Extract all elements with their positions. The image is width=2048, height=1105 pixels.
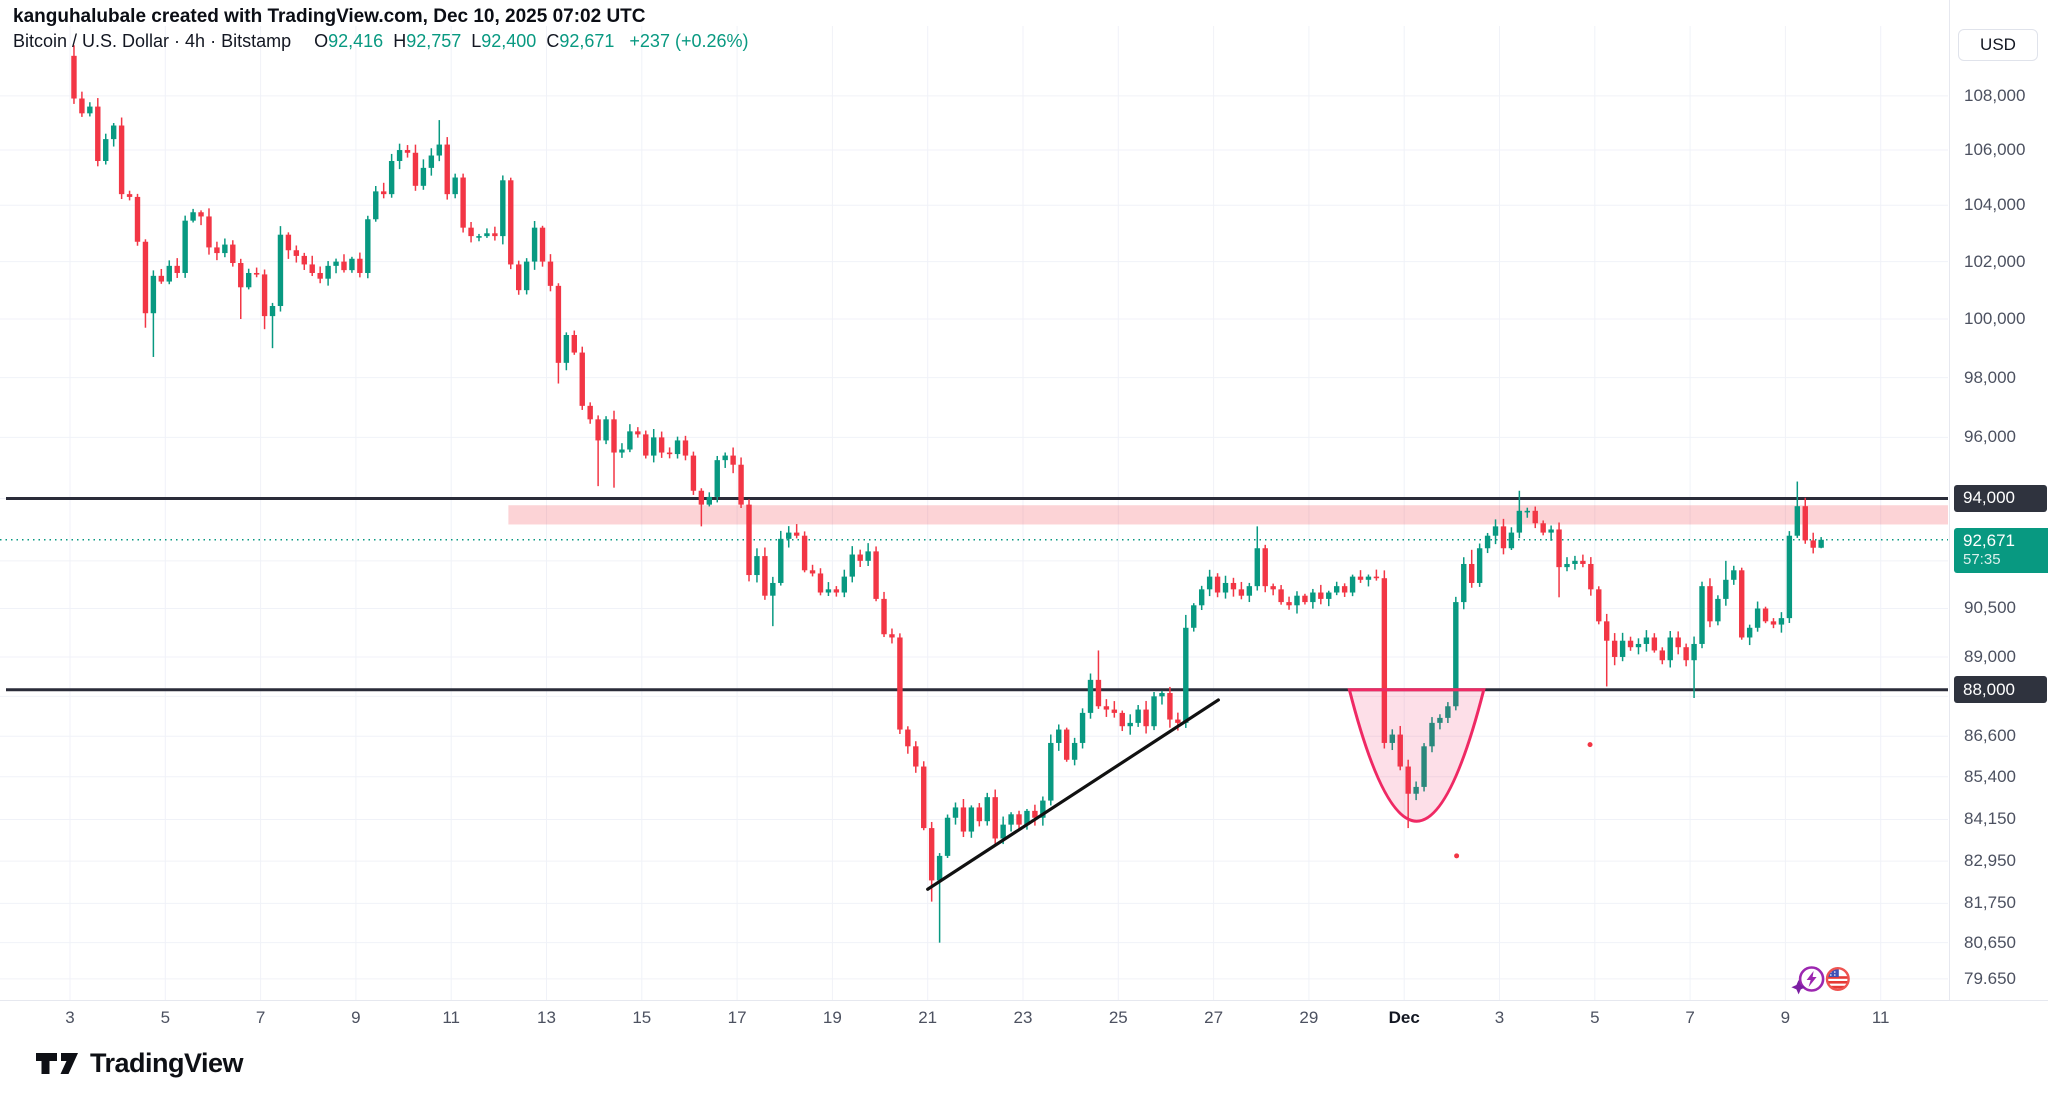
time-axis-label: 5	[160, 1008, 171, 1027]
price-axis-label: 84,150	[1964, 809, 2016, 829]
time-axis-label: 15	[632, 1008, 652, 1027]
snapshot-title: kanguhalubale created with TradingView.c…	[13, 6, 646, 27]
ascending-trendline[interactable]	[926, 698, 1220, 891]
tradingview-logo[interactable]: TradingView	[36, 1048, 244, 1079]
price-axis-label: 82,950	[1964, 851, 2016, 871]
ohlc-values: O92,416 H92,757 L92,400 C92,671	[304, 31, 614, 51]
candles-layer	[71, 45, 1824, 943]
time-axis-label: 19	[822, 1008, 842, 1027]
price-axis-label: 85,400	[1964, 766, 2016, 786]
price-change: +237 (+0.26%)	[629, 31, 749, 51]
tradingview-logo-text: TradingView	[90, 1048, 244, 1078]
time-axis-label: 29	[1299, 1008, 1319, 1027]
time-axis-label: 23	[1013, 1008, 1033, 1027]
price-axis-label: 98,000	[1964, 367, 2016, 387]
level-price-badge: 94,000	[1954, 484, 2047, 512]
ohlc-value-c: 92,671	[559, 31, 615, 51]
price-axis-label: 100,000	[1964, 309, 2026, 329]
ohlc-label-h: H	[393, 31, 407, 51]
price-axis-label: 79.650	[1964, 968, 2016, 988]
rounded-bottom-cup-drawing[interactable]	[1347, 688, 1486, 823]
supply-zone-rectangle[interactable]	[508, 505, 1948, 525]
price-axis-label: 104,000	[1964, 195, 2026, 215]
tradingview-logo-icon	[36, 1052, 78, 1074]
symbol-title[interactable]: Bitcoin / U.S. Dollar · 4h · Bitstamp	[13, 31, 292, 51]
time-axis-label: 3	[65, 1008, 75, 1027]
ohlc-value-o: 92,416	[328, 31, 384, 51]
level-price-badge: 88,000	[1954, 676, 2047, 704]
time-axis-label: 25	[1108, 1008, 1128, 1027]
time-axis-label: 11	[442, 1008, 461, 1027]
time-axis-label: 17	[727, 1008, 747, 1027]
time-axis[interactable]: 3 5 7 9 11 13 15 17 19 21 23 25 27 29 Dec 3 5 7 9 11	[0, 1000, 2048, 1033]
ohlc-label-c: C	[546, 31, 560, 51]
ohlc-value-h: 92,757	[406, 31, 462, 51]
price-axis-label: 80,650	[1964, 932, 2016, 952]
event-marker-icons[interactable]	[1791, 966, 1850, 995]
price-axis-label: 108,000	[1964, 85, 2026, 105]
time-axis-label: 3	[1494, 1008, 1505, 1027]
price-axis-label: 102,000	[1964, 251, 2026, 271]
current-price-value: 92,671	[1963, 530, 2015, 550]
time-axis-label: 7	[1685, 1008, 1695, 1027]
time-axis-label: 13	[537, 1008, 556, 1027]
price-axis-label: 90,500	[1964, 598, 2016, 618]
time-axis-label: 11	[1871, 1008, 1890, 1027]
ohlc-label-l: L	[471, 31, 482, 51]
bar-countdown-timer: 57:35	[1963, 550, 2001, 568]
currency-toggle-button[interactable]: USD	[1958, 29, 2038, 61]
ohlc-value-l: 92,400	[481, 31, 537, 51]
time-axis-label: 21	[918, 1008, 938, 1027]
price-axis-label: 81,750	[1964, 893, 2016, 913]
ohlc-label-o: O	[314, 31, 329, 51]
time-axis-label: 27	[1204, 1008, 1224, 1027]
current-price-badge: 92,671 57:35	[1954, 527, 2048, 573]
price-axis-label: 89,000	[1964, 646, 2016, 666]
price-axis-label: 106,000	[1964, 140, 2026, 160]
symbol-info-bar: Bitcoin / U.S. Dollar · 4h · Bitstamp O9…	[13, 31, 749, 52]
time-axis-label: 7	[255, 1008, 266, 1027]
stray-drawing-dots	[1454, 742, 1593, 859]
time-axis-label: 5	[1590, 1008, 1600, 1027]
time-axis-label: 9	[351, 1008, 361, 1027]
horizontal-level-lines[interactable]	[6, 496, 1948, 692]
price-axis[interactable]: 108,000 106,000 104,000 102,000 100,000 98,00…	[1949, 0, 2048, 1000]
price-axis-label: 86,600	[1964, 726, 2016, 746]
price-axis-label: 96,000	[1964, 427, 2016, 447]
grid-lines	[0, 26, 1948, 1000]
time-axis-label: 9	[1780, 1008, 1791, 1027]
time-axis-label-month: Dec	[1388, 1008, 1420, 1027]
